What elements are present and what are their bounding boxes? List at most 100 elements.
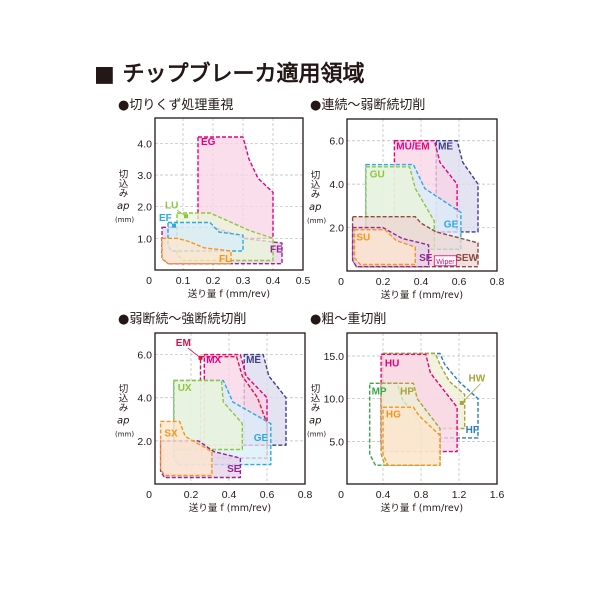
leader-line [461,383,481,404]
x-tick-label: 0.6 [260,489,275,501]
x-tick-label: 0.2 [376,276,391,288]
y-tick-label: 15.0 [324,351,345,363]
x-tick-label: 0 [146,275,152,287]
y-axis-unit: (mm) [307,431,326,439]
region-label-em: EM [176,338,191,349]
y-axis-label: 切込み [117,169,129,198]
panel-title-interrupted: ●弱断続～強断続切削 [118,312,247,327]
chart-panel-4: HF HW HU MP HP HG 0 0.4 0.8 1.2 1.6 5.0 10.0 15.0 送り量 … [307,332,505,514]
region-sx [159,420,213,477]
region-label-sx: SX [164,429,178,440]
x-tick-label: 0.4 [414,276,429,288]
region-label-sew: SEW [455,253,478,264]
y-tick-label: 2.0 [137,436,152,448]
leader-marker [172,223,176,228]
y-tick-label: 6.0 [329,136,344,148]
region-label-mu-em: MU/EM [396,141,429,152]
x-tick-label: 0.8 [414,489,429,501]
region-su [353,228,416,266]
x-tick-label: 0.2 [184,489,199,501]
y-axis-unit: (mm) [115,431,134,439]
chart-panel-1: EG FE LU EF FL 0 0.1 0.2 0.3 0.4 0.5 1.0 2.0 3.0 4.0 送り… [115,117,311,300]
plot-frame [154,117,304,271]
y-tick-label: 10.0 [324,394,345,406]
x-axis-label: 送り量 f (mm/rev) [189,502,271,514]
y-axis-label: 切込み [117,384,129,413]
plot-frame [346,332,498,485]
region-label-su: SU [356,233,370,244]
region-label-mp: MP [372,386,387,397]
x-tick-label: 1.6 [490,489,505,501]
plot-frame [346,118,498,272]
x-tick-label: 0.4 [222,489,237,501]
x-tick-label: 0.1 [176,275,191,287]
wiper-badge [433,255,457,267]
y-axis-symbol: ap [117,416,129,427]
x-axis-label: 送り量 f (mm/rev) [188,288,270,300]
region-label-eg: EG [201,137,216,148]
x-tick-label: 0 [146,489,152,501]
plot-frame [154,332,306,485]
region-label-se: SE [227,464,241,475]
x-tick-label: 0.5 [296,275,311,287]
region-label-me: ME [438,141,453,152]
x-axis-label: 送り量 f (mm/rev) [381,502,463,514]
region-label-hg: HG [386,409,401,420]
panel-title-continuous: ●連続～弱断続切削 [310,98,426,113]
y-axis-symbol: ap [309,202,321,213]
region-fl [161,237,232,265]
region-label-se: SE [419,253,433,264]
y-tick-label: 5.0 [329,436,344,448]
x-tick-label: 0.4 [266,275,281,287]
region-hg [382,406,441,466]
region-label-ge: GE [444,220,459,231]
chart-panel-3: ME MX EM GE UX SE SX 0 0.2 0.4 0.6 0.8 2.0 4.0 6.0 送り量 … [115,332,313,514]
x-tick-label: 0.6 [452,276,467,288]
y-axis-unit: (mm) [115,216,134,224]
y-tick-label: 6.0 [137,350,152,362]
y-tick-label: 2.0 [329,223,344,235]
region-label-fl: FL [219,254,231,265]
leader-line [187,347,201,359]
y-tick-label: 2.0 [137,202,152,214]
x-tick-label: 0 [338,489,344,501]
x-tick-label: 0.8 [298,489,313,501]
x-tick-label: 0 [338,276,344,288]
y-tick-label: 4.0 [137,138,152,150]
x-tick-label: 0.3 [236,275,251,287]
region-label-hu: HU [385,358,399,369]
region-label-fe: FE [270,245,283,256]
y-axis-label: 切込み [309,384,321,413]
region-label-hf: HF [466,425,479,436]
y-tick-label: 1.0 [137,233,152,245]
y-axis-symbol: ap [309,416,321,427]
y-axis-unit: (mm) [307,217,326,225]
x-axis-label: 送り量 f (mm/rev) [381,289,463,301]
x-tick-label: 0.2 [206,275,221,287]
region-label-ux: UX [178,383,192,394]
x-tick-label: 1.2 [452,489,467,501]
panel-title-chip-control: ●切りくず処理重視 [118,98,234,113]
leader-marker [459,400,464,405]
page-title: ■ チップブレーカ適用領域 [94,62,365,87]
leader-marker [184,214,188,219]
x-tick-label: 0.8 [490,276,505,288]
y-axis-symbol: ap [117,201,129,212]
region-label-ef: EF [159,213,172,224]
region-label-hw: HW [469,374,486,385]
wiper-badge-text: Wiper [436,259,455,266]
panel-title-heavy: ●粗～重切削 [310,312,387,327]
y-axis-label: 切込み [309,170,321,199]
chart-panel-2: ME MU/EM GE GU SEW SE SU Wiper 0 0.2 0.4 0.6 0.8 2.0 4… [307,118,505,301]
region-label-hp: HP [400,386,414,397]
region-label-ge: GE [254,433,269,444]
region-label-me: ME [246,355,261,366]
leader-marker [198,355,203,360]
region-label-lu: LU [165,200,178,211]
y-tick-label: 3.0 [137,170,152,182]
region-label-gu: GU [370,170,385,181]
y-tick-label: 4.0 [329,179,344,191]
x-tick-label: 0.4 [376,489,391,501]
y-tick-label: 4.0 [137,393,152,405]
